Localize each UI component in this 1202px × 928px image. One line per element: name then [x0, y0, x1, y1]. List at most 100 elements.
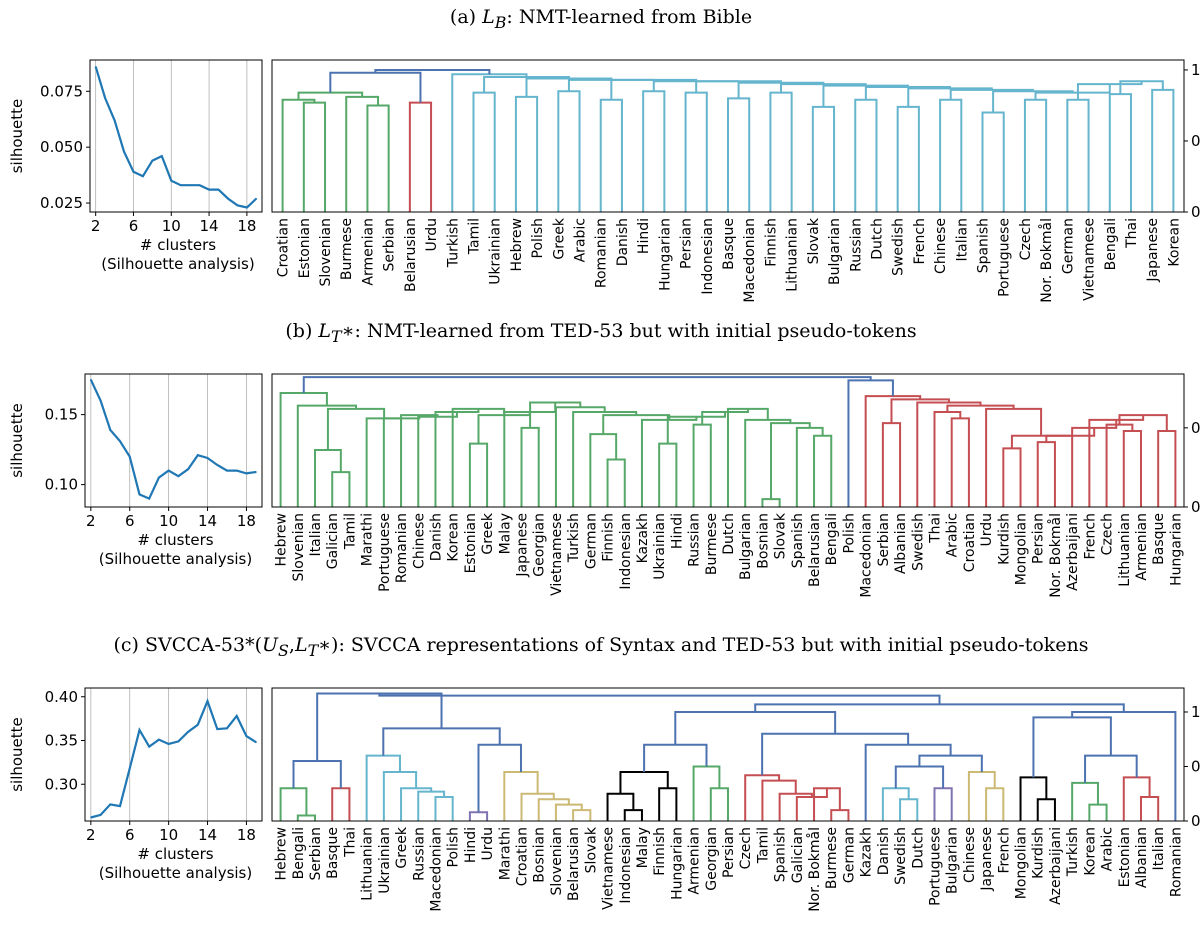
silhouette-ylabel: silhouette: [8, 403, 26, 478]
silhouette-point: [199, 184, 201, 186]
dendrogram-leaf-label: Chinese: [411, 513, 427, 569]
silhouette-point: [158, 739, 160, 741]
dendrogram-leaf-label: Bulgarian: [738, 513, 754, 580]
silhouette-point: [138, 493, 141, 495]
dendrogram-link: [292, 760, 342, 789]
dendrogram-link: [1010, 434, 1071, 449]
dendrogram-leaf-label: Spanish: [976, 218, 992, 273]
dendrogram-leaf-label: Italian: [308, 513, 324, 556]
dendrogram-link: [329, 71, 422, 103]
dendrogram-leaf-label: Greek: [480, 512, 496, 555]
silhouette-xtick-label: 6: [129, 217, 139, 235]
dendrogram-frame: [271, 59, 1185, 213]
dendrogram-leaf-label: Estonian: [1117, 827, 1133, 887]
silhouette-ytick-label: 0.30: [45, 775, 78, 793]
dendrogram-leaf-label: Marathi: [360, 513, 376, 566]
dendrogram-link: [514, 95, 539, 212]
silhouette-point: [227, 197, 229, 200]
dendrogram-frame: [271, 687, 1185, 822]
dendrogram-leaf-label: Arabic: [573, 218, 589, 262]
dendrogram-link: [520, 426, 540, 507]
dendrogram-leaf-label: Swedish: [893, 827, 909, 885]
dendrogram-ytick-label: 0.5: [1191, 132, 1202, 150]
dendrogram-leaf-label: French: [1082, 513, 1098, 560]
dendrogram-leaf-label: Indonesian: [618, 827, 634, 904]
dendrogram-leaf-label: French: [912, 218, 928, 265]
dendrogram-link: [520, 792, 555, 821]
dendrogram-leaf-label: Vietnamese: [1082, 218, 1098, 301]
dendrogram-leaf-label: Arabic: [945, 513, 961, 557]
dendrogram-link: [331, 787, 351, 821]
dendrogram-leaf-label: Kurdish: [996, 513, 1012, 565]
dendrogram-link: [382, 770, 418, 821]
dendrogram-leaf-label: Czech: [1018, 218, 1034, 260]
dendrogram-leaf-label: Hungarian: [657, 218, 673, 291]
dendrogram-link: [642, 90, 666, 212]
dendrogram-link: [302, 376, 872, 393]
silhouette-xlabel-2: (Silhouette analysis): [99, 864, 252, 882]
dendrogram-link: [378, 693, 941, 705]
dendrogram-link: [881, 422, 902, 507]
dendrogram-leaf-label: Hindi: [669, 513, 685, 549]
dendrogram-leaf-label: Serbian: [308, 827, 324, 880]
silhouette-point: [246, 206, 248, 209]
dendrogram-leaf-label: Indonesian: [618, 513, 634, 590]
silhouette-point: [180, 184, 182, 186]
dendrogram-link: [434, 408, 480, 507]
silhouette-point: [236, 204, 239, 206]
dendrogram-link: [985, 407, 1043, 507]
silhouette-point: [208, 189, 210, 191]
dendrogram-link: [1002, 447, 1022, 507]
silhouette-xlabel: # clusters: [137, 531, 213, 549]
dendrogram-leaf-label: Macedonian: [859, 513, 875, 598]
dendrogram-link: [382, 727, 501, 756]
dendrogram-link: [468, 442, 489, 507]
dendrogram-link: [916, 401, 982, 507]
dendrogram-leaf-label: Finnish: [601, 513, 617, 562]
dendrogram-leaf-label: Galician: [790, 827, 806, 883]
dendrogram-link: [417, 790, 446, 821]
dendrogram-leaf-label: Bengali: [824, 513, 840, 565]
dendrogram-leaf-label: Bengali: [291, 827, 307, 879]
dendrogram-ytick-label: 0.5: [1191, 419, 1202, 437]
dendrogram-leaf-label: Estonian: [297, 218, 313, 278]
title-star: ∗: [341, 320, 355, 342]
dendrogram-leaf-label: Bengali: [1103, 218, 1119, 270]
dendrogram-link: [537, 798, 570, 821]
dendrogram-leaf-label: Hindi: [636, 218, 652, 254]
dendrogram-leaf-label: Thai: [342, 827, 358, 858]
silhouette-point: [123, 151, 125, 153]
silhouette-point: [236, 715, 238, 717]
dendrogram-leaf-label: German: [583, 513, 599, 569]
silhouette-point: [217, 189, 220, 191]
dendrogram-link: [554, 406, 606, 507]
dendrogram-link: [761, 498, 781, 507]
dendrogram-link: [692, 423, 712, 507]
dendrogram-link: [434, 796, 454, 821]
dendrogram-leaf-label: Swedish: [891, 218, 907, 276]
dendrogram-link: [472, 91, 496, 212]
dendrogram-link: [1157, 430, 1177, 507]
dendrogram-leaf-label: Russian: [848, 218, 864, 272]
silhouette-point: [177, 475, 179, 477]
dendrogram-link: [933, 787, 953, 821]
dendrogram-leaf-label: Spanish: [773, 827, 789, 882]
silhouette-point: [148, 498, 150, 500]
dendrogram-link: [950, 417, 970, 507]
dendrogram-leaf-label: Albanian: [893, 513, 909, 574]
dendrogram-link: [602, 414, 671, 435]
dendrogram-link: [557, 90, 581, 212]
title-sub: S: [278, 640, 289, 660]
silhouette-ytick-label: 0.35: [45, 732, 78, 750]
silhouette-point: [129, 456, 131, 458]
dendrogram-leaf-label: Kurdish: [1031, 827, 1047, 879]
dendrogram-link: [811, 105, 836, 212]
silhouette-point: [168, 743, 170, 745]
dendrogram-leaf-label: Bosnian: [532, 827, 548, 883]
dendrogram-link: [589, 433, 618, 507]
dendrogram-leaf-label: Armenian: [687, 827, 703, 895]
dendrogram-link: [382, 415, 421, 507]
dendrogram-link: [468, 811, 489, 821]
panel-c-title: (c) SVCCA-53*(US,LT∗): SVCCA representat…: [0, 634, 1202, 660]
silhouette-point: [90, 816, 92, 819]
